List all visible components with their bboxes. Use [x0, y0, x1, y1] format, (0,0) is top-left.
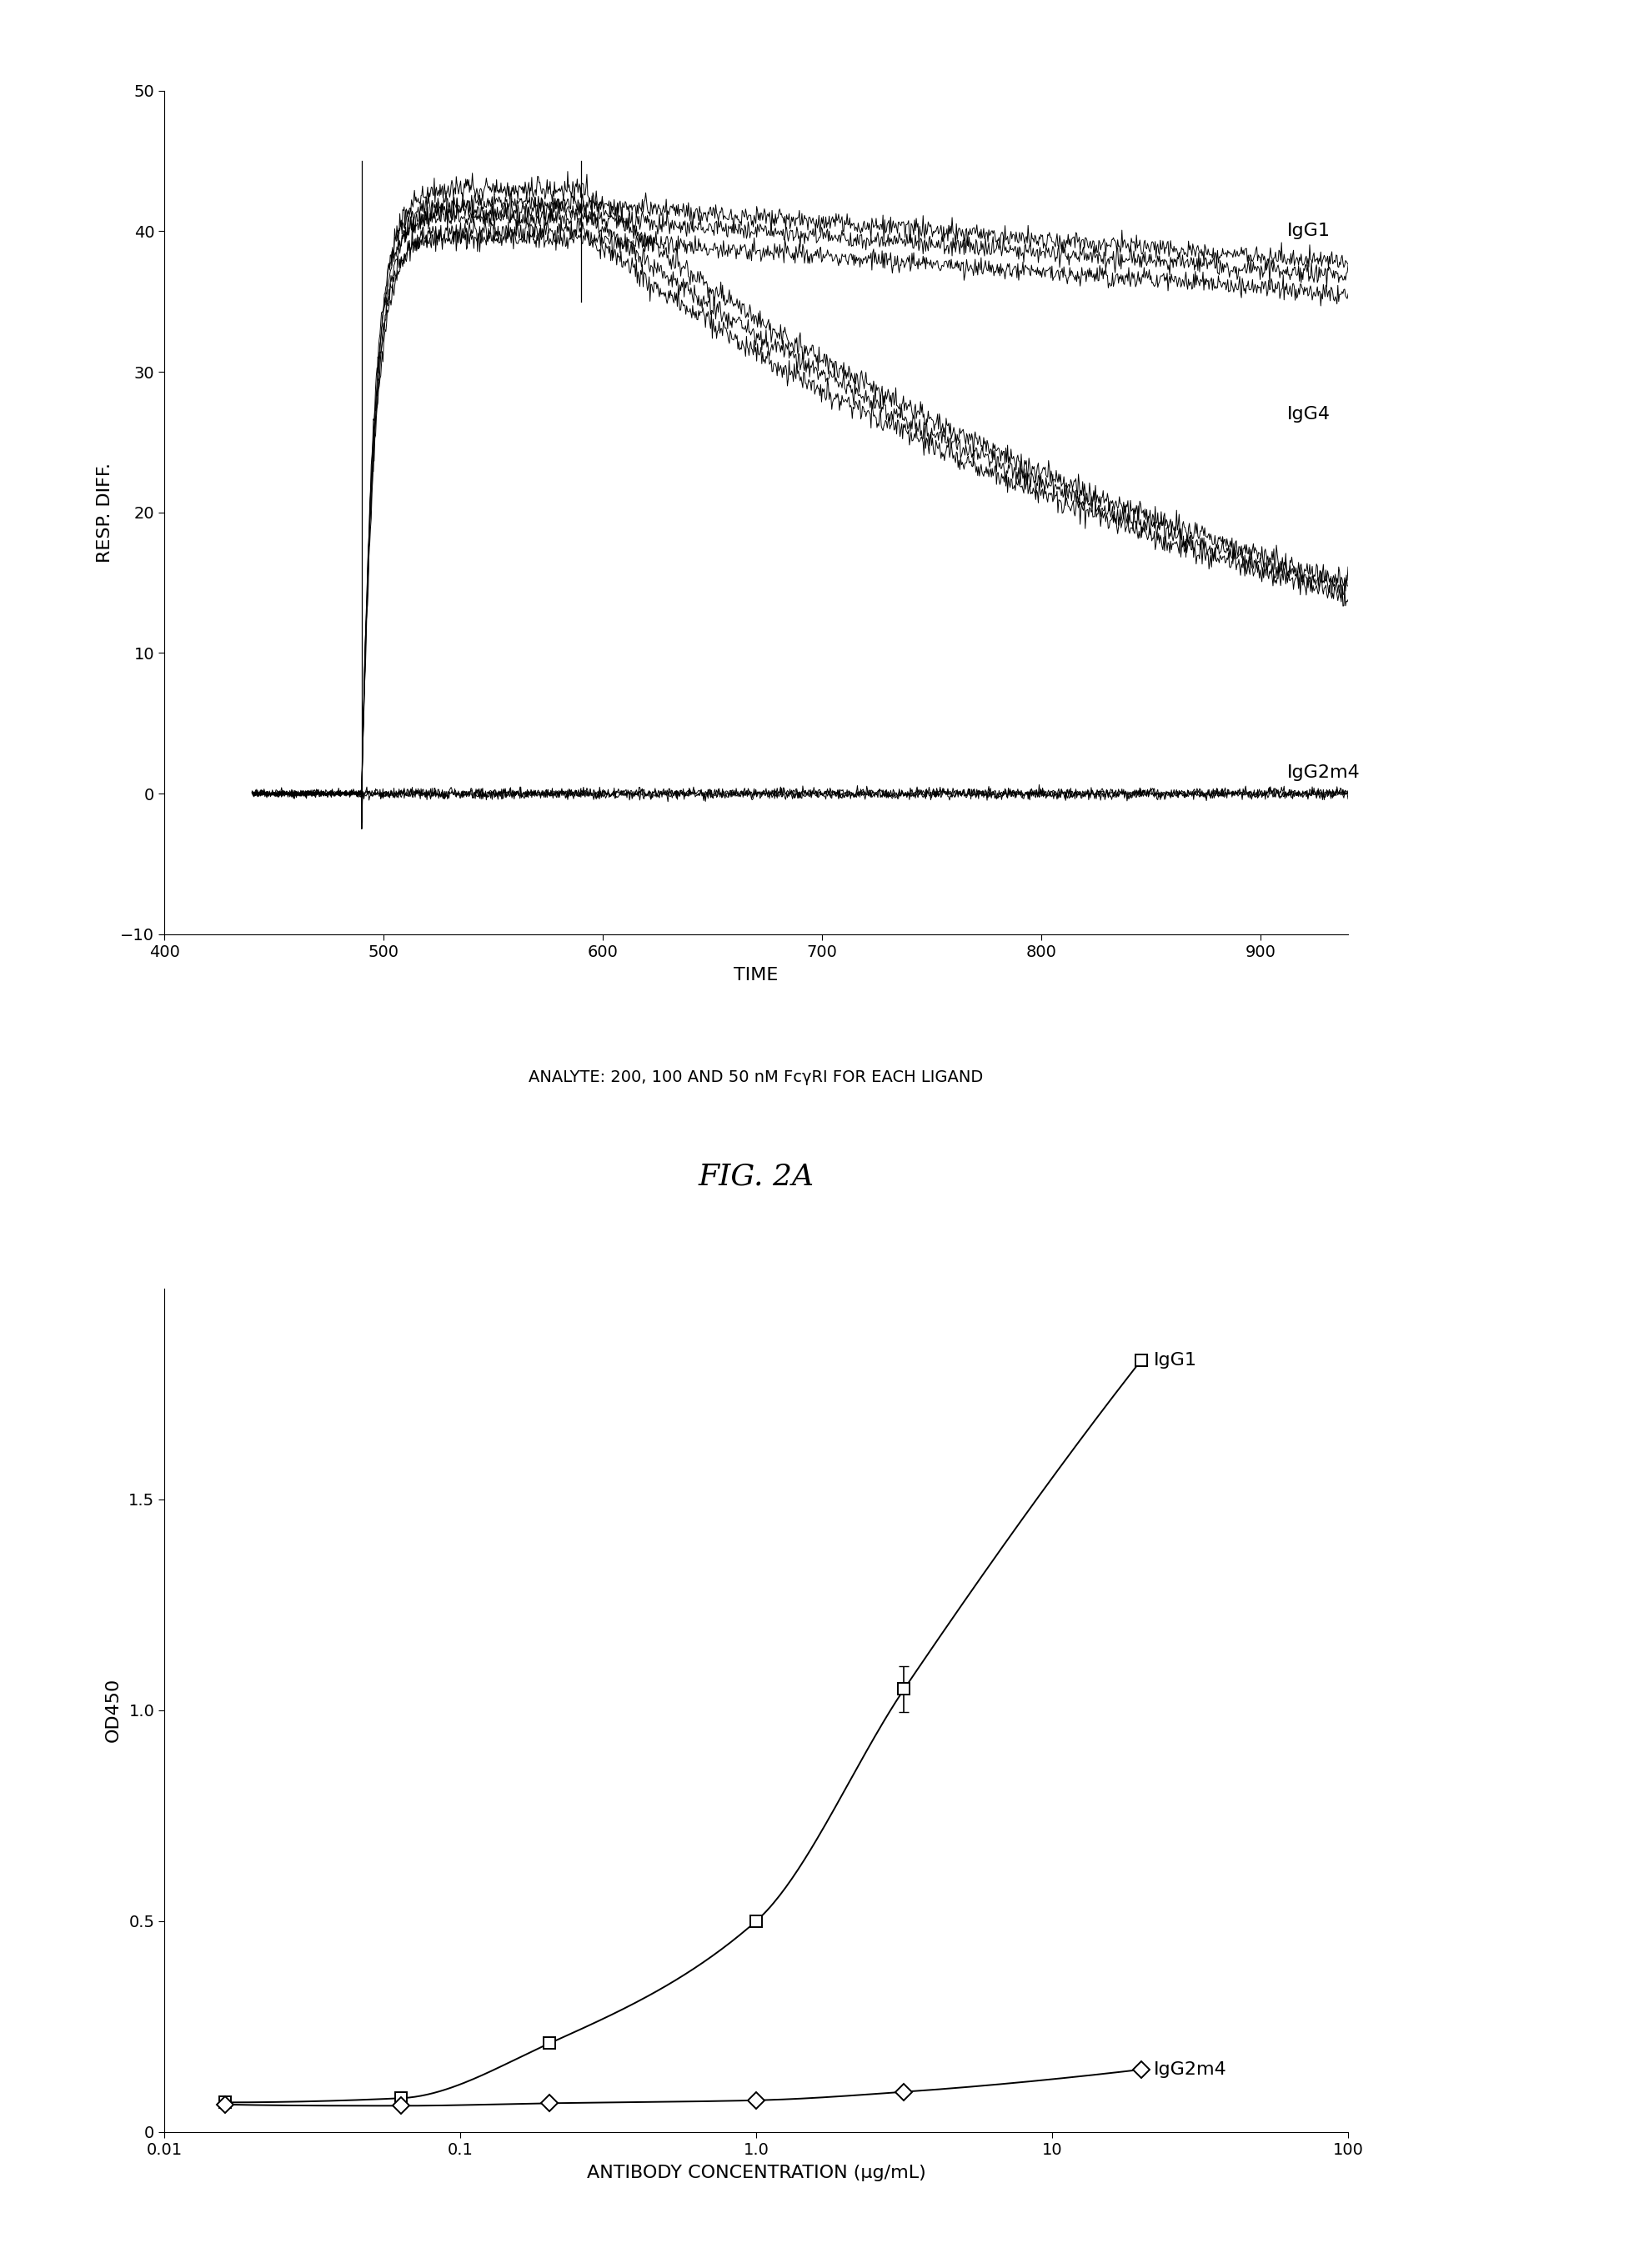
- Text: IgG2m4: IgG2m4: [1154, 2062, 1226, 2077]
- Text: IgG2m4: IgG2m4: [1287, 764, 1360, 780]
- Y-axis label: RESP. DIFF.: RESP. DIFF.: [97, 463, 113, 562]
- Text: IgG4: IgG4: [1287, 406, 1330, 422]
- X-axis label: TIME: TIME: [733, 966, 779, 984]
- Text: IgG1: IgG1: [1287, 222, 1330, 240]
- Text: FIG. 2A: FIG. 2A: [699, 1161, 814, 1191]
- Text: ANALYTE: 200, 100 AND 50 nM FcγRI FOR EACH LIGAND: ANALYTE: 200, 100 AND 50 nM FcγRI FOR EA…: [529, 1068, 983, 1084]
- Text: IgG1: IgG1: [1154, 1352, 1197, 1368]
- Y-axis label: OD450: OD450: [105, 1678, 122, 1742]
- X-axis label: ANTIBODY CONCENTRATION (μg/mL): ANTIBODY CONCENTRATION (μg/mL): [587, 2164, 926, 2182]
